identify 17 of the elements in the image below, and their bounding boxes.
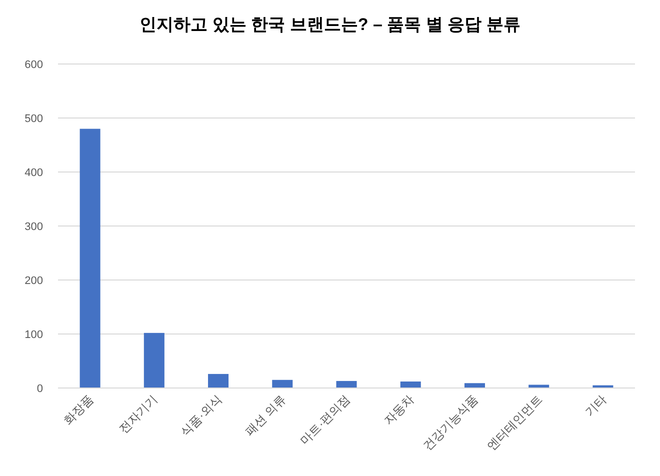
y-tick-label: 100	[24, 329, 43, 341]
bar	[464, 383, 485, 388]
bar	[400, 382, 421, 388]
bar	[144, 332, 164, 388]
x-tick-label: 기타	[582, 392, 610, 420]
y-tick-label: 0	[36, 383, 43, 395]
bar	[272, 380, 293, 388]
x-tick-label: 패션 의류	[242, 392, 289, 438]
y-tick-label: 400	[24, 167, 43, 179]
bar	[208, 374, 229, 388]
y-tick-label: 500	[24, 113, 43, 125]
chart-title: 인지하고 있는 한국 브랜드는? – 품목 별 응답 분류	[140, 15, 520, 34]
y-tick-label: 200	[24, 275, 43, 287]
y-tick-label: 600	[24, 59, 43, 71]
bar	[80, 128, 100, 388]
y-tick-label: 300	[24, 221, 43, 233]
bar	[336, 380, 357, 388]
